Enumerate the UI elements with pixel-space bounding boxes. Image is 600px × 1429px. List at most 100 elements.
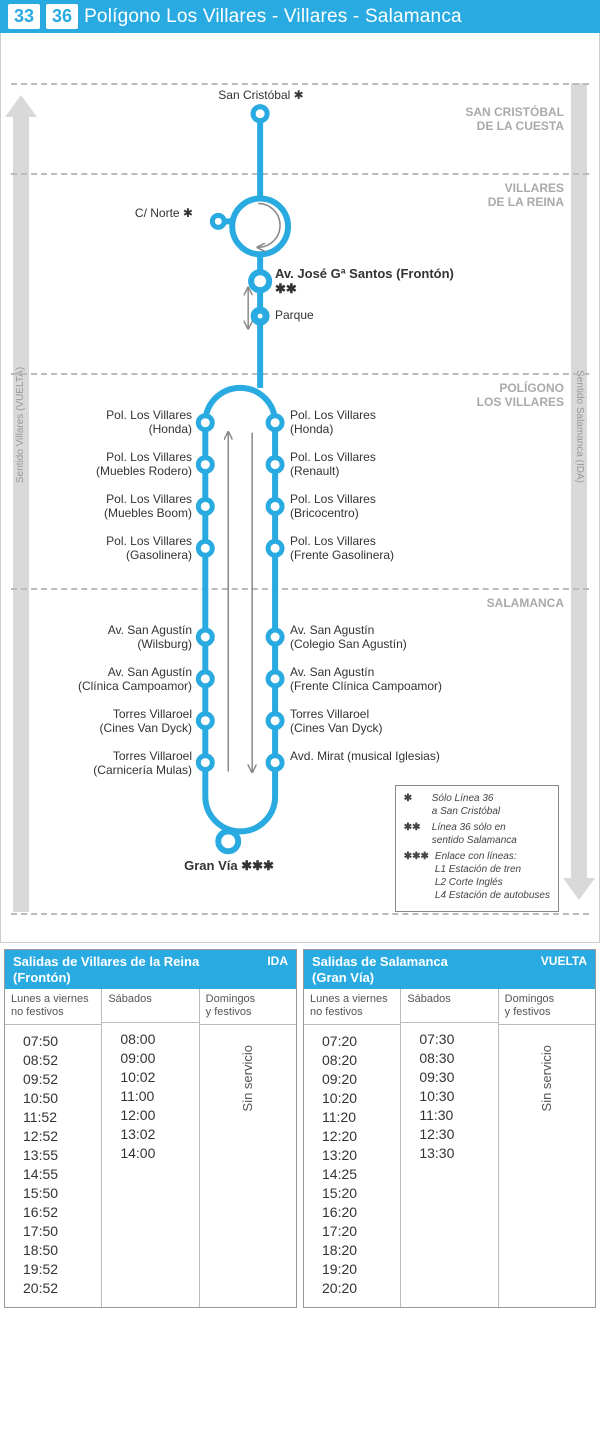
legend-text: Enlace con líneas:L1 Estación de trenL2 … [435, 850, 550, 902]
time-entry: 10:50 [23, 1090, 101, 1106]
stop-dot [218, 831, 238, 851]
time-entry: 07:50 [23, 1033, 101, 1049]
column-header: Lunes a viernesno festivos [304, 989, 400, 1024]
stop-label: Pol. Los Villares(Renault) [290, 451, 470, 479]
time-entry: 12:30 [419, 1126, 497, 1142]
stop-dot [198, 541, 212, 555]
timetable-header: Salidas de Salamanca(Gran Vía) VUELTA [304, 950, 595, 989]
stop-label: Torres Villaroel(Cines Van Dyck) [52, 708, 192, 736]
time-entry: 14:00 [120, 1145, 198, 1161]
stop-label: Torres Villaroel(Cines Van Dyck) [290, 708, 470, 736]
legend-row: ✱✱✱Enlace con líneas:L1 Estación de tren… [404, 850, 550, 902]
timetable-columns: Lunes a viernesno festivos 07:50 08:52 09:5… [5, 989, 296, 1306]
timetable-column: Sábados07:3008:3009:3010:3011:3012:3013:… [401, 989, 498, 1306]
timetable-column: Domingosy festivosSin servicio [499, 989, 595, 1306]
time-entry: 12:00 [120, 1107, 198, 1123]
legend-symbol: ✱ [404, 792, 426, 818]
stop-dot [251, 272, 269, 290]
time-entry: 08:30 [419, 1050, 497, 1066]
timetable-direction: VUELTA [541, 954, 587, 968]
no-service-label: Sin servicio [539, 1025, 554, 1131]
stop-label: Pol. Los Villares(Muebles Rodero) [52, 451, 192, 479]
stop-dot [268, 714, 282, 728]
stop-dot [253, 107, 267, 121]
stop-dot [198, 714, 212, 728]
stop-dot [268, 416, 282, 430]
time-entry: 20:20 [322, 1280, 400, 1296]
times-list: 08:0009:0010:0211:0012:0013:0214:00 [102, 1023, 198, 1172]
stop-label: Gran Vía ✱✱✱ [184, 859, 274, 874]
stop-dot [198, 458, 212, 472]
stop-label: Av. San Agustín(Clínica Campoamor) [52, 666, 192, 694]
column-header: Lunes a viernesno festivos [5, 989, 101, 1024]
time-entry: 12:52 [23, 1128, 101, 1144]
column-header: Sábados [102, 989, 198, 1023]
stop-dot [198, 630, 212, 644]
time-entry: 17:50 [23, 1223, 101, 1239]
time-entry: 08:20 [322, 1052, 400, 1068]
stop-dot [268, 541, 282, 555]
time-entry: 18:20 [322, 1242, 400, 1258]
time-entry: 10:02 [120, 1069, 198, 1085]
stop-label: Torres Villaroel(Carnicería Mulas) [52, 750, 192, 778]
timetable: Salidas de Villares de la Reina(Frontón)… [4, 949, 297, 1308]
route-title: Polígono Los Villares - Villares - Salam… [84, 6, 462, 28]
time-entry: 11:20 [322, 1109, 400, 1125]
timetable-title: Salidas de Salamanca(Gran Vía) [312, 954, 448, 985]
timetable-column: Lunes a viernesno festivos 07:50 08:52 09:5… [5, 989, 102, 1306]
time-entry: 19:20 [322, 1261, 400, 1277]
stop-label: Pol. Los Villares(Frente Gasolinera) [290, 535, 470, 563]
column-header: Domingosy festivos [200, 989, 296, 1024]
time-entry: 19:52 [23, 1261, 101, 1277]
no-service-label: Sin servicio [240, 1025, 255, 1131]
stop-label: Pol. Los Villares(Muebles Boom) [52, 493, 192, 521]
stop-dot [268, 756, 282, 770]
time-entry: 10:30 [419, 1088, 497, 1104]
time-entry: 18:50 [23, 1242, 101, 1258]
time-entry: 14:25 [322, 1166, 400, 1182]
stop-label: San Cristóbal ✱ [218, 89, 303, 103]
legend-row: ✱Sólo Línea 36a San Cristóbal [404, 792, 550, 818]
time-entry: 11:30 [419, 1107, 497, 1123]
time-entry: 07:30 [419, 1031, 497, 1047]
timetable-column: Lunes a viernesno festivos 07:20 08:20 09:2… [304, 989, 401, 1306]
time-entry: 11:52 [23, 1109, 101, 1125]
stop-label: Parque [275, 309, 314, 323]
time-entry: 08:52 [23, 1052, 101, 1068]
stop-dot [255, 311, 265, 321]
time-entry: 17:20 [322, 1223, 400, 1239]
timetable-title: Salidas de Villares de la Reina(Frontón) [13, 954, 199, 985]
timetable-column: Sábados08:0009:0010:0211:0012:0013:0214:… [102, 989, 199, 1306]
column-header: Domingosy festivos [499, 989, 595, 1024]
stop-dot [268, 672, 282, 686]
time-entry: 15:50 [23, 1185, 101, 1201]
time-entry: 09:30 [419, 1069, 497, 1085]
route-badge: 36 [46, 4, 78, 29]
route-map: Sentido Villares (VUELTA) Sentido Salama… [0, 33, 600, 943]
legend-text: Línea 36 sólo ensentido Salamanca [432, 821, 517, 847]
time-entry: 09:52 [23, 1071, 101, 1087]
stop-dot [198, 756, 212, 770]
stop-dot [268, 630, 282, 644]
timetable: Salidas de Salamanca(Gran Vía) VUELTA Lune… [303, 949, 596, 1308]
time-entry: 16:52 [23, 1204, 101, 1220]
timetable-direction: IDA [267, 954, 288, 968]
route-header: 33 36 Polígono Los Villares - Villares -… [0, 0, 600, 33]
timetable-column: Domingosy festivosSin servicio [200, 989, 296, 1306]
stop-label: Pol. Los Villares(Bricocentro) [290, 493, 470, 521]
time-entry: 20:52 [23, 1280, 101, 1296]
time-entry: 09:20 [322, 1071, 400, 1087]
legend-text: Sólo Línea 36a San Cristóbal [432, 792, 500, 818]
column-header: Sábados [401, 989, 497, 1023]
times-list: 07:5008:5209:5210:5011:5212:5213:5514:55… [5, 1025, 101, 1307]
time-entry: 13:20 [322, 1147, 400, 1163]
stop-dot [198, 499, 212, 513]
time-entry: 14:55 [23, 1166, 101, 1182]
timetables: Salidas de Villares de la Reina(Frontón)… [0, 943, 600, 1314]
timetable-columns: Lunes a viernesno festivos 07:20 08:20 09:2… [304, 989, 595, 1306]
time-entry: 12:20 [322, 1128, 400, 1144]
time-entry: 07:20 [322, 1033, 400, 1049]
stop-label: Pol. Los Villares(Gasolinera) [52, 535, 192, 563]
time-entry: 15:20 [322, 1185, 400, 1201]
stop-label: C/ Norte ✱ [53, 207, 193, 221]
